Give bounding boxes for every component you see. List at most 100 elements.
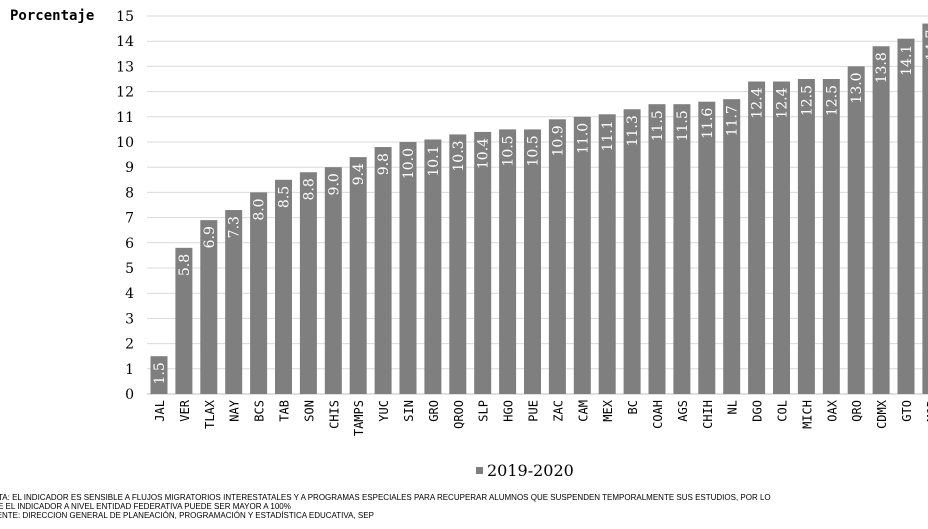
y-tick-label: 14: [116, 34, 134, 50]
x-tick-label: QROO: [452, 400, 466, 429]
bar: [573, 116, 591, 395]
data-label: 10.1: [426, 145, 442, 176]
x-tick-label: BC: [626, 400, 640, 414]
data-label: 10.3: [451, 140, 467, 171]
x-tick-label: CDMX: [875, 399, 889, 429]
x-tick-label: DGO: [751, 400, 765, 422]
x-tick-label: CAM: [576, 400, 590, 422]
x-tick-label: TAMPS: [352, 400, 366, 436]
bar: [474, 131, 492, 395]
bar: [524, 129, 541, 394]
y-tick-label: 12: [116, 85, 134, 101]
x-tick-label: NAY: [228, 399, 242, 421]
x-tick-label: JAL: [153, 400, 167, 422]
x-tick-label: COL: [776, 400, 790, 422]
y-tick-label: 1: [125, 362, 134, 378]
data-label: 8.0: [252, 198, 268, 220]
footnotes: NOTA: EL INDICADOR ES SENSIBLE A FLUJOS …: [0, 493, 771, 520]
data-label: 12.5: [799, 85, 815, 116]
y-tick-label: 3: [125, 311, 134, 327]
y-tick-label: 7: [125, 211, 134, 227]
bar: [225, 210, 243, 394]
legend-label: 2019-2020: [487, 461, 574, 480]
bar: [374, 147, 392, 394]
data-label: 11.0: [575, 123, 591, 154]
x-tick-label: CHIS: [327, 400, 341, 429]
x-tick-label: NL: [726, 400, 740, 414]
data-label: 11.6: [700, 108, 716, 139]
y-tick-label: 0: [125, 387, 134, 403]
note-line-2: QUE EL INDICADOR A NIVEL ENTIDAD FEDERAT…: [0, 502, 291, 511]
y-tick-label: 15: [116, 9, 134, 25]
data-label: 8.5: [277, 186, 293, 208]
data-label: 11.5: [650, 110, 666, 141]
x-tick-label: SON: [302, 400, 316, 422]
bar: [200, 220, 218, 394]
x-tick-label: VER: [178, 399, 192, 421]
y-tick-label: 4: [125, 286, 134, 302]
data-label: 10.5: [526, 135, 542, 166]
y-tick-label: 6: [125, 236, 134, 252]
bar: [598, 114, 616, 394]
x-tick-label: GTO: [900, 400, 914, 422]
bar: [698, 101, 716, 395]
bar: [175, 247, 193, 394]
note-line-3: FUENTE: DIRECCION GENERAL DE PLANEACIÓN,…: [0, 511, 374, 520]
data-label: 7.3: [227, 216, 243, 238]
x-tick-label: BCS: [253, 400, 267, 422]
bar: [897, 38, 915, 395]
bar: [349, 157, 367, 394]
data-label: 12.4: [750, 87, 766, 118]
x-tick-label: SIN: [402, 400, 416, 422]
data-label: 1.5: [152, 362, 168, 384]
y-tick-label: 5: [125, 261, 134, 277]
data-label: 14.1: [899, 45, 915, 76]
y-tick-label: 8: [125, 185, 134, 201]
data-label: 5.8: [177, 254, 193, 276]
data-label: 13.8: [874, 52, 890, 83]
x-tick-label: QRO: [850, 400, 864, 422]
x-tick-label: PUE: [527, 400, 541, 422]
data-label: 9.0: [326, 173, 342, 195]
bar: [449, 134, 467, 394]
data-label: 9.8: [376, 153, 392, 175]
bar: [548, 119, 566, 394]
x-tick-label: MEX: [601, 399, 615, 421]
bar: [250, 192, 268, 394]
bar: [623, 109, 641, 395]
data-label: 13.0: [849, 72, 865, 103]
bar: [150, 356, 168, 394]
data-label: 11.1: [600, 120, 616, 151]
data-label: 12.4: [775, 87, 791, 118]
bar: [324, 167, 342, 394]
y-tick-label: 11: [116, 110, 134, 126]
bar: [499, 129, 517, 394]
y-tick-label: 9: [125, 160, 134, 176]
data-label: 6.9: [202, 226, 218, 248]
note-line-1: NOTA: EL INDICADOR ES SENSIBLE A FLUJOS …: [0, 493, 771, 502]
x-tick-label: MOR: [925, 399, 928, 421]
data-label: 10.5: [501, 135, 517, 166]
bar: [872, 46, 890, 395]
data-label: 11.3: [625, 115, 641, 146]
bar: [723, 99, 741, 394]
legend-swatch: [476, 467, 483, 474]
data-label: 14.7: [924, 30, 928, 61]
bar: [748, 81, 766, 395]
data-label: 12.5: [824, 85, 840, 116]
legend: 2019-2020: [476, 461, 574, 480]
x-tick-label: AGS: [676, 400, 690, 422]
x-tick-label: TLAX: [203, 399, 217, 429]
y-tick-label: 2: [125, 337, 134, 353]
data-label: 10.9: [550, 125, 566, 156]
y-tick-label: 13: [116, 59, 134, 75]
x-tick-label: CHIH: [701, 400, 715, 429]
x-tick-label: MICH: [800, 400, 814, 429]
bar: [797, 79, 815, 394]
bar: [773, 81, 790, 395]
bar: [424, 139, 442, 394]
bar: [648, 104, 666, 394]
y-tick-label: 10: [116, 135, 134, 151]
x-tick-label: HGO: [502, 400, 516, 422]
